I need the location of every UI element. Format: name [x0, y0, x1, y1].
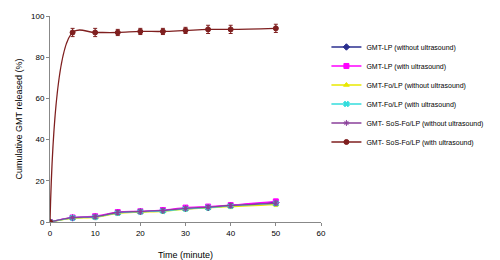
svg-text:60: 60	[35, 94, 44, 103]
svg-text:GMT-LP (without ultrasound): GMT-LP (without ultrasound)	[366, 44, 455, 52]
svg-text:80: 80	[35, 53, 44, 62]
svg-text:GMT- SoS-Fo/LP (with ultrasoun: GMT- SoS-Fo/LP (with ultrasound)	[366, 139, 473, 147]
svg-text:30: 30	[181, 229, 190, 238]
svg-text:0: 0	[40, 218, 45, 227]
svg-text:GMT- SoS-Fo/LP (without ultras: GMT- SoS-Fo/LP (without ultrasound)	[366, 120, 483, 128]
svg-text:Cumulative GMT released (%): Cumulative GMT released (%)	[14, 59, 24, 180]
svg-text:10: 10	[91, 229, 100, 238]
svg-text:40: 40	[35, 135, 44, 144]
svg-text:50: 50	[271, 229, 280, 238]
svg-text:40: 40	[226, 229, 235, 238]
svg-text:20: 20	[35, 177, 44, 186]
svg-text:100: 100	[31, 12, 45, 21]
svg-text:GMT-Fo/LP (without ultrasound): GMT-Fo/LP (without ultrasound)	[366, 82, 465, 90]
svg-text:20: 20	[136, 229, 145, 238]
svg-text:GMT-LP (with ultrasound): GMT-LP (with ultrasound)	[366, 63, 446, 71]
svg-text:GMT-Fo/LP (with ultrasound): GMT-Fo/LP (with ultrasound)	[366, 101, 456, 109]
svg-text:Time (minute): Time (minute)	[158, 250, 213, 260]
svg-text:0: 0	[48, 229, 53, 238]
svg-text:60: 60	[317, 229, 326, 238]
